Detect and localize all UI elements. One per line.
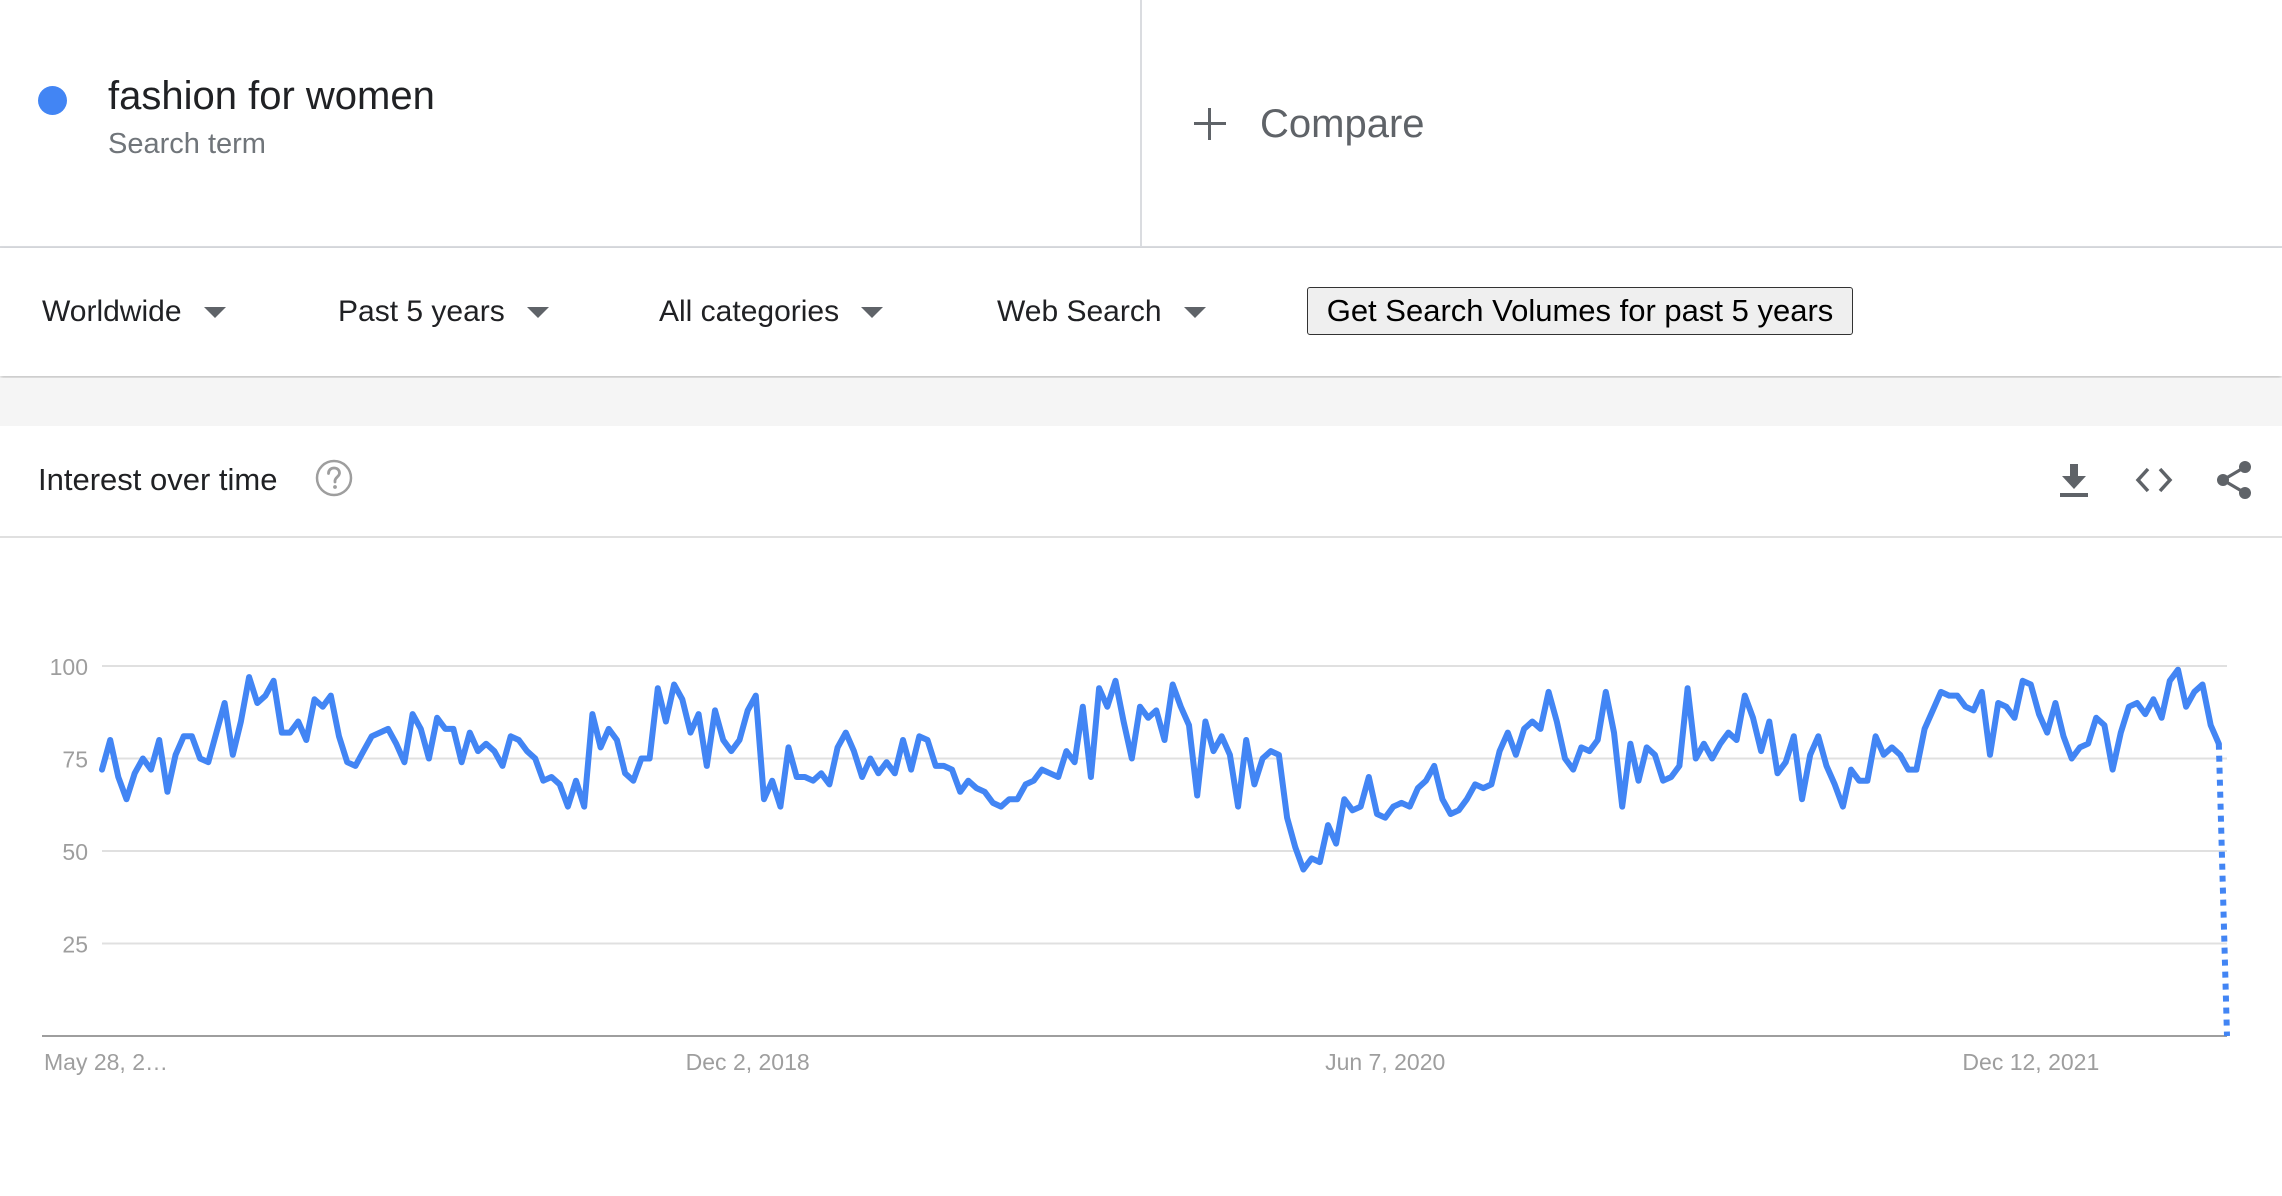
compare-label: Compare [1260, 101, 1425, 146]
x-tick-label: Dec 12, 2021 [1962, 1049, 2099, 1075]
term-color-dot [38, 86, 67, 115]
search-type-dropdown[interactable]: Web Search [997, 248, 1206, 376]
caret-down-icon [861, 306, 884, 318]
series-partial-segment [2215, 743, 2230, 1037]
y-tick-label: 25 [62, 932, 88, 958]
caret-down-icon [203, 306, 226, 318]
y-tick-label: 50 [62, 839, 88, 865]
caret-down-icon [526, 306, 549, 318]
x-tick-label: May 28, 2… [44, 1049, 168, 1075]
region-label: Worldwide [42, 295, 182, 328]
search-term-card[interactable]: fashion for women Search term [0, 0, 1142, 246]
series-line [99, 666, 2222, 873]
section-divider [0, 378, 2282, 426]
interest-over-time-panel: Interest over time 25 50 75 100 May 28, 2… De… [0, 426, 2282, 1196]
search-term-name[interactable]: fashion for women [108, 74, 435, 118]
y-tick-label: 100 [50, 654, 88, 680]
share-icon[interactable] [2214, 460, 2254, 500]
region-dropdown[interactable]: Worldwide [42, 248, 226, 376]
search-terms-bar: fashion for women Search term Compare [0, 0, 2282, 248]
x-tick-label: Dec 2, 2018 [686, 1049, 810, 1075]
compare-button[interactable]: Compare [1190, 96, 1425, 152]
category-dropdown[interactable]: All categories [659, 248, 884, 376]
time-range-label: Past 5 years [338, 295, 505, 328]
caret-down-icon [1183, 306, 1206, 318]
filter-bar: Worldwide Past 5 years All categories We… [0, 248, 2282, 376]
plus-icon [1190, 104, 1230, 144]
download-icon[interactable] [2054, 460, 2094, 500]
help-icon[interactable] [314, 458, 354, 498]
search-term-type: Search term [108, 128, 266, 160]
time-range-dropdown[interactable]: Past 5 years [338, 248, 549, 376]
x-tick-label: Jun 7, 2020 [1325, 1049, 1445, 1075]
y-tick-label: 75 [62, 747, 88, 773]
interest-line-chart: 25 50 75 100 May 28, 2… Dec 2, 2018 Jun 7, 202… [42, 654, 2230, 1075]
panel-header: Interest over time [0, 426, 2282, 538]
panel-title: Interest over time [38, 462, 278, 497]
search-volumes-button[interactable]: Get Search Volumes for past 5 years [1307, 287, 1853, 335]
embed-icon[interactable] [2134, 460, 2174, 500]
category-label: All categories [659, 295, 840, 328]
search-type-label: Web Search [997, 295, 1162, 328]
